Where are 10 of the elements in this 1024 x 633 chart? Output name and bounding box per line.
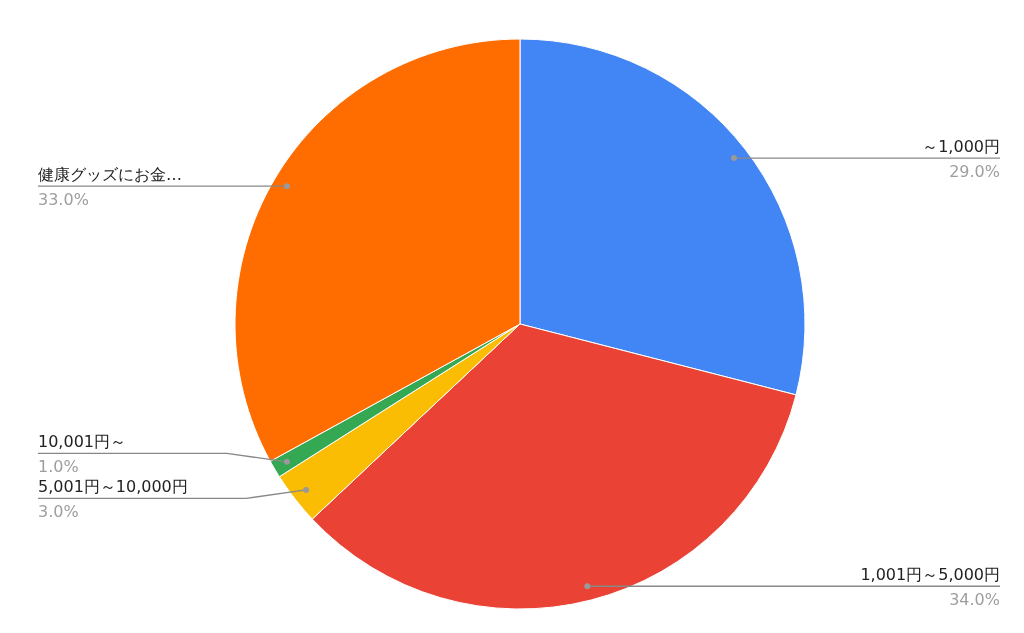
- slice-label: 1,001円～5,000円: [860, 565, 1000, 585]
- slice-label: 10,001円～: [38, 432, 126, 452]
- data-label: 33.0%: [38, 190, 89, 210]
- slice-label: 健康グッズにお金…: [38, 165, 182, 185]
- slice-label: 5,001円～10,000円: [38, 477, 188, 497]
- data-label: 3.0%: [38, 502, 79, 522]
- data-label: 34.0%: [949, 590, 1000, 610]
- data-label: 29.0%: [949, 162, 1000, 182]
- slice-label: ～1,000円: [922, 137, 1000, 157]
- data-label: 1.0%: [38, 457, 79, 477]
